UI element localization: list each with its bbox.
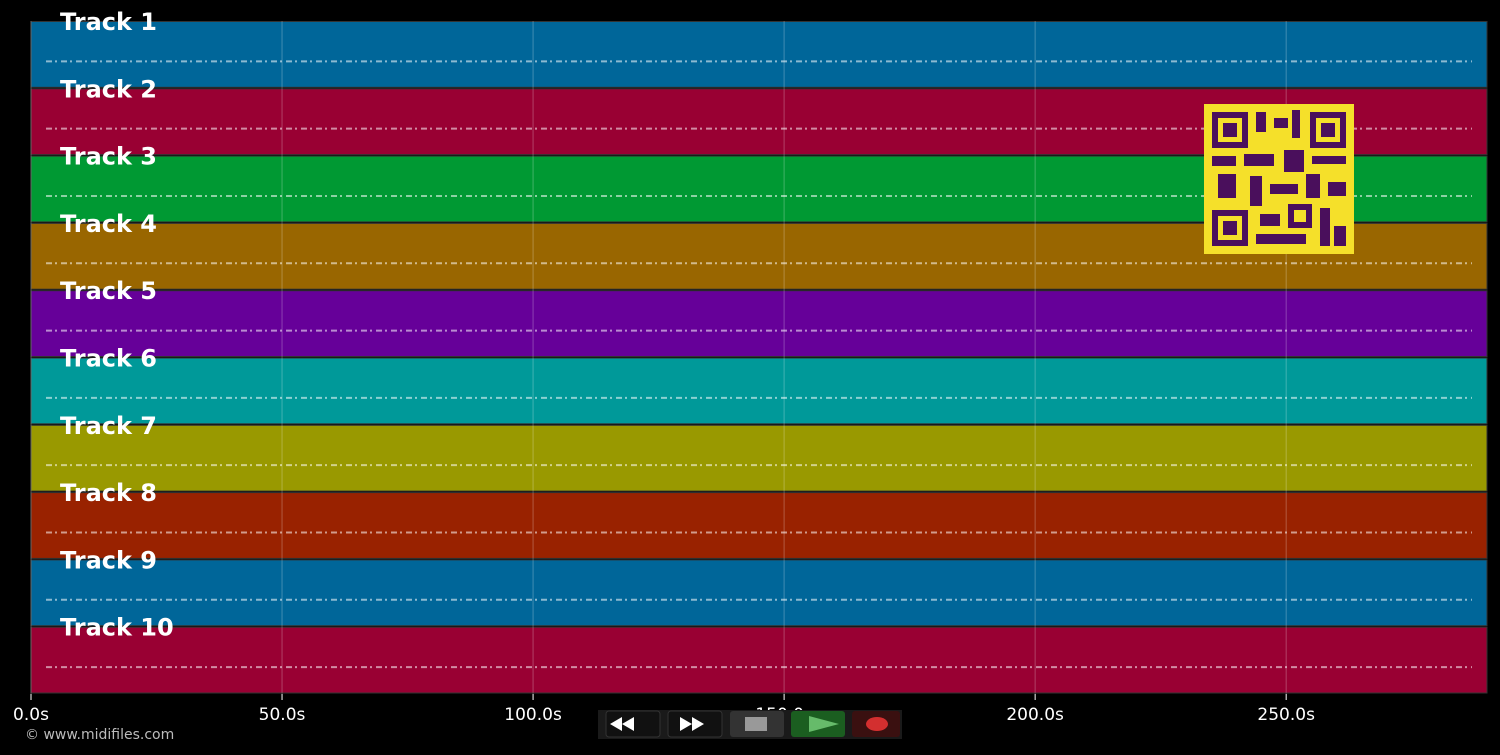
track-lane: [30, 290, 1488, 358]
track-name: Track 3: [60, 143, 157, 171]
track-lane: [30, 357, 1488, 425]
tick-label: 50.0s: [259, 705, 306, 725]
track-lane: [30, 424, 1488, 492]
track-name: Track 1: [60, 8, 157, 36]
track-lane: [30, 492, 1488, 559]
track-lane: [30, 21, 1488, 88]
record-button[interactable]: [852, 711, 900, 737]
track-name: Track 8: [60, 479, 157, 507]
tick-label: 0.0s: [13, 705, 49, 725]
tick-label: 250.0s: [1257, 705, 1315, 725]
labels: Track 1 Track 2 Track 3 Track 4 Track 5 Track…: [60, 8, 174, 642]
track-name: Track 9: [60, 546, 157, 574]
stop-button[interactable]: [730, 711, 784, 737]
tick-label: 100.0s: [504, 705, 562, 725]
track-lane: [30, 559, 1488, 627]
rewind-button[interactable]: [605, 710, 661, 738]
fast-forward-button[interactable]: [667, 710, 723, 738]
track-lane: [30, 626, 1488, 694]
track-name: Track 5: [60, 277, 157, 305]
tick-label: 200.0s: [1006, 705, 1064, 725]
track-name: Track 7: [60, 412, 157, 440]
track-name: Track 2: [60, 75, 157, 103]
copyright: © www.midifiles.com: [25, 727, 174, 743]
track-name: Track 10: [60, 614, 174, 642]
play-button[interactable]: [791, 711, 845, 737]
track-name: Track 6: [60, 345, 157, 373]
qr-code: [1204, 104, 1354, 254]
track-name: Track 4: [60, 210, 157, 238]
lanes: [30, 21, 1488, 694]
controls: [598, 710, 902, 739]
